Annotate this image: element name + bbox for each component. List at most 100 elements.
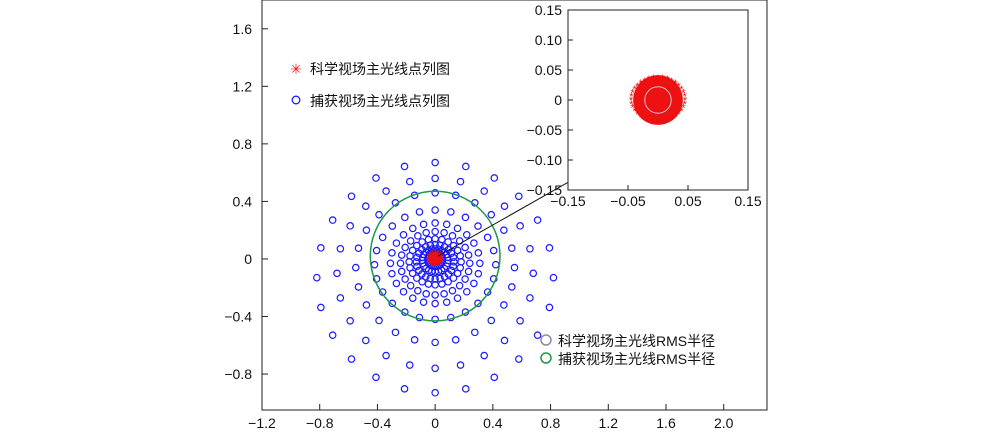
science-spot-point: * [434,262,437,271]
capture-spot-point [328,331,337,339]
capture-spot-point [401,275,409,283]
inset-science-spot-point: * [666,84,670,95]
capture-spot-point [431,227,439,236]
capture-spot-point [500,202,509,210]
capture-spot-point [406,252,414,260]
inset-science-spot-point: * [679,106,684,118]
main-plot-area: **************** [313,158,607,397]
capture-spot-point [449,274,458,282]
inset-science-spot-point: * [629,95,634,107]
capture-spot-point [406,237,415,245]
inset-plot-area: *********************** * * * * * * * * * ********… [629,73,688,129]
inset-science-spot-point: * [681,103,686,115]
capture-spot-point [414,286,422,295]
capture-spot-point [361,336,370,345]
y-tick-label: 1.6 [233,21,253,37]
capture-spot-point [451,336,460,344]
capture-spot-point [490,174,499,182]
legend-rms: 科学视场主光线RMS半径 捕获视场主光线RMS半径 [540,333,715,367]
inset-science-spot-point: * [642,105,646,116]
inset-science-spot-point: * [632,106,637,118]
capture-spot-point [453,224,462,233]
capture-spot-point [431,174,439,183]
capture-spot-point [388,269,396,278]
capture-spot-point [500,226,508,234]
x-tick-label: 1.2 [599,415,619,431]
capture-spot-point [462,287,471,296]
science-spot-point: * [440,252,443,261]
capture-spot-point [388,249,396,257]
inset-science-spot-point: * [639,91,643,102]
capture-spot-point [456,263,465,272]
legend-science-spot-label: 科学视场主光线点列图 [310,61,450,77]
capture-spot-point [408,294,417,302]
inset-science-spot-point: * [647,74,652,86]
inset-science-spot-point: * [682,99,687,111]
capture-spot-point [333,269,341,278]
capture-spot-point [378,233,387,242]
capture-spot-point [392,279,401,288]
capture-spot-point [397,267,406,276]
inset-science-spot-point: * [651,110,655,121]
legend-circle-marker [291,95,301,105]
science-spot-point: * [436,248,439,257]
inset-science-spot-point: * [682,91,687,103]
capture-spot-point [438,235,446,244]
capture-spot-point [487,316,496,325]
capture-spot-point [438,280,446,288]
inset-science-spot-cluster [633,75,683,125]
capture-spot-point [399,287,408,296]
capture-spot-point [489,246,498,255]
x-tick-label: −0.8 [306,415,334,431]
capture-spot-point [464,251,473,259]
science-field-spot-series: **************** [426,248,444,271]
capture-spot-point [480,187,489,195]
capture-spot-point [447,208,455,216]
inset-y-tick-label: 0.15 [535,2,562,18]
capture-spot-point [346,317,354,325]
science-spot-point: * [428,250,431,259]
capture-spot-point [317,244,325,252]
capture-spot-point [455,281,464,290]
inset-science-spot-point: * [673,112,678,124]
capture-spot-point [347,355,356,363]
capture-spot-point [388,222,397,230]
inset-axis-ticks: −0.15 −0.05 0.05 0.15 0.15 0.10 0.05 0 −0.05 −0.1… [527,2,762,209]
capture-spot-point [515,355,523,363]
inset-science-spot-point: * [674,96,678,107]
capture-spot-point [431,240,439,249]
capture-spot-point [388,299,397,308]
capture-spot-point [317,303,325,312]
inset-x-tick-label: −0.15 [550,193,586,209]
science-spot-point: * [439,260,442,269]
capture-spot-point [465,259,474,268]
capture-spot-point [480,351,489,360]
inset-science-spot-point: * [673,101,677,112]
capture-spot-point [372,174,380,182]
capture-field-spot-series [313,158,558,397]
science-spot-point: * [431,248,434,257]
inset-science-spot-point: * [673,91,677,102]
capture-spot-point [354,244,363,253]
capture-spot-point [313,273,321,282]
capture-spot-point [462,230,471,239]
legend-science-rms-label: 科学视场主光线RMS半径 [558,333,715,349]
capture-spot-point [470,279,478,288]
capture-field-rms-circle [369,190,501,322]
inset-y-tick-label: 0.05 [535,62,562,78]
capture-spot-point [474,269,483,278]
inset-science-spot-point: * [677,109,682,121]
inset-science-spot-series: *********************** * * * * * * * * * ********… [629,73,688,129]
capture-spot-point [401,243,409,252]
inset-science-spot-point: * [647,116,652,128]
capture-spot-point [424,280,433,288]
science-spot-point: * [436,262,439,271]
inset-y-tick-label: 0 [554,92,562,108]
inset-science-spot-point: * [661,117,666,129]
capture-spot-point [461,275,469,283]
inset-science-spot-point: * [635,81,640,93]
capture-spot-point [483,233,492,242]
science-spot-point: * [427,258,430,267]
capture-spot-point [529,269,538,278]
